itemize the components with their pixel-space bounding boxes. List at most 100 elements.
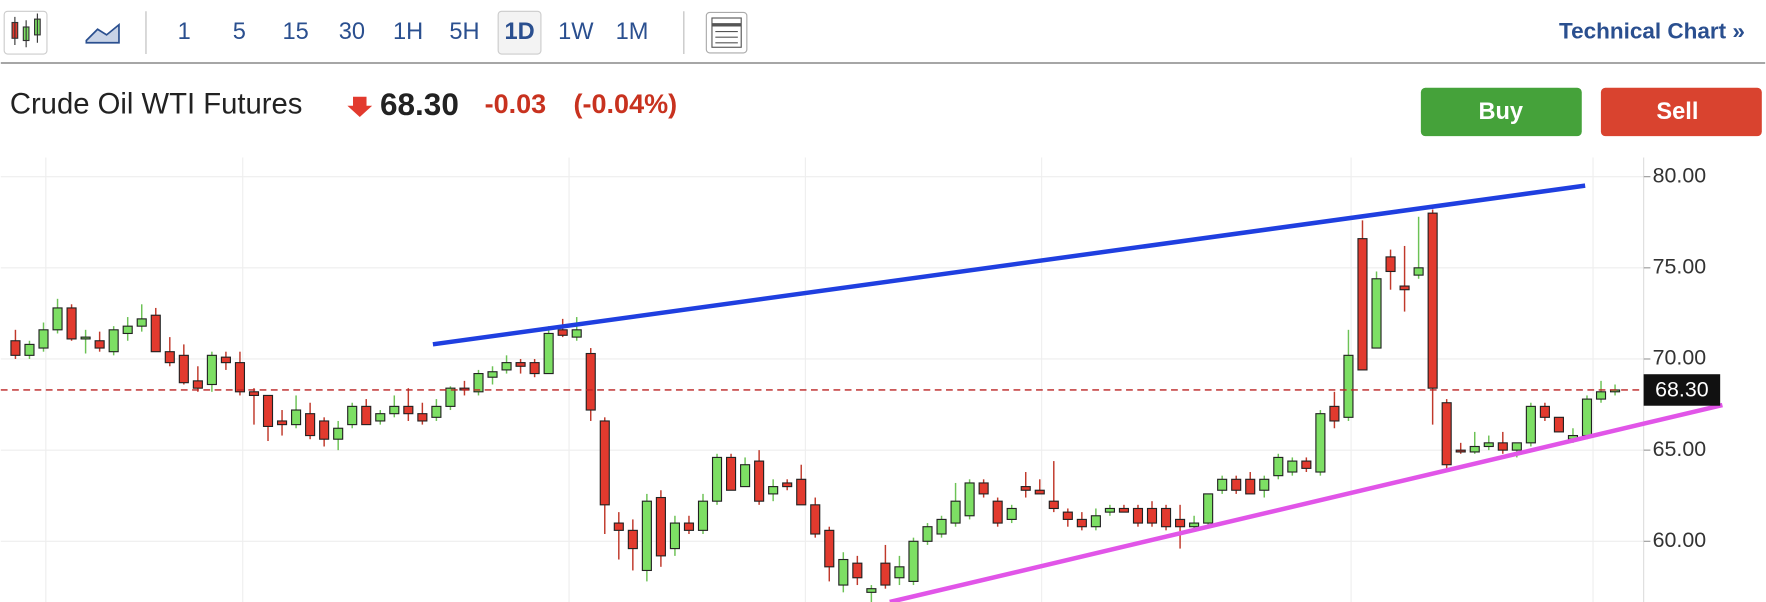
- candle-body: [52, 307, 63, 331]
- candle-body: [403, 405, 414, 415]
- y-tick-label: 70.00: [1653, 346, 1707, 370]
- candle-body: [375, 413, 386, 422]
- interval-button[interactable]: 30: [339, 19, 365, 45]
- candle-body: [305, 413, 316, 437]
- candle-body: [192, 380, 203, 389]
- candle-body: [501, 362, 512, 371]
- candle-body: [1203, 493, 1214, 524]
- interval-button[interactable]: 1W: [558, 19, 594, 45]
- candle-body: [1455, 449, 1466, 453]
- y-tick-label: 75.00: [1653, 254, 1707, 278]
- candle-body: [1301, 460, 1312, 469]
- candle-body: [1217, 478, 1228, 491]
- candle-body: [655, 496, 666, 557]
- candle-body: [936, 518, 947, 535]
- sell-button[interactable]: Sell: [1600, 87, 1762, 137]
- instrument-name: Crude Oil WTI Futures: [10, 89, 303, 121]
- y-tick-label: 80.00: [1653, 163, 1707, 187]
- candle-body: [1399, 285, 1410, 291]
- candle-body: [1427, 212, 1438, 389]
- candle-body: [1315, 413, 1326, 473]
- interval-button[interactable]: 1D: [504, 19, 534, 45]
- candle-body: [66, 307, 77, 340]
- candle-body: [136, 318, 147, 327]
- candle-body: [683, 522, 695, 531]
- candle-body: [122, 325, 133, 335]
- candle-body: [669, 522, 680, 550]
- last-price-box: [1643, 374, 1721, 406]
- candle-body: [824, 529, 835, 568]
- candle-body: [80, 336, 91, 340]
- interval-button[interactable]: 5H: [449, 19, 479, 45]
- interval-button[interactable]: 15: [282, 19, 308, 45]
- candle-body: [697, 500, 709, 531]
- candle-body: [543, 332, 554, 375]
- candle-body: [880, 562, 891, 586]
- candle-body: [220, 356, 231, 364]
- resistance-trendline: [432, 183, 1586, 347]
- candle-body: [627, 529, 638, 550]
- candle-body: [487, 371, 498, 378]
- interval-button[interactable]: 1: [178, 19, 191, 45]
- candle-body: [431, 405, 442, 418]
- interval-button[interactable]: 1H: [393, 19, 423, 45]
- line-icon[interactable]: [85, 22, 120, 44]
- candles-icon[interactable]: [3, 10, 48, 55]
- down-arrow: [347, 96, 373, 118]
- change-percent: (-0.04%): [574, 89, 678, 119]
- candle-body: [922, 526, 933, 542]
- candle-body: [571, 329, 582, 338]
- candle-body: [1090, 515, 1101, 528]
- candle-body: [94, 340, 105, 349]
- candle-body: [585, 352, 596, 411]
- sell-label[interactable]: Sell: [1656, 99, 1698, 125]
- layout-icon[interactable]: [705, 11, 748, 54]
- candle-body: [234, 362, 246, 393]
- candle-body: [361, 405, 372, 426]
- candle-body: [417, 413, 428, 422]
- candle-body: [178, 354, 189, 384]
- chart: 60.00 65.00 70.00 75.00 80.00 68.30: [0, 157, 1723, 602]
- candle-body: [754, 460, 765, 502]
- buy-label[interactable]: Buy: [1478, 99, 1523, 125]
- candle-body: [1048, 500, 1059, 510]
- interval-button[interactable]: 1M: [616, 19, 649, 45]
- candle-body: [529, 362, 540, 375]
- candle-body: [164, 351, 175, 364]
- candle-body: [108, 329, 119, 353]
- candle-body: [782, 482, 793, 488]
- candle-body: [1146, 507, 1158, 524]
- candle-body: [1006, 507, 1017, 520]
- candle-body: [964, 482, 975, 517]
- interval-selected: [497, 10, 542, 55]
- interval-button[interactable]: 5: [233, 19, 246, 45]
- candle-body: [248, 391, 260, 397]
- candle-body: [1259, 478, 1270, 491]
- technical-chart-link[interactable]: Technical Chart »: [1559, 19, 1745, 44]
- candle-body: [1287, 460, 1298, 473]
- candle-body: [852, 562, 863, 579]
- y-tick-label: 60.00: [1653, 528, 1707, 552]
- candle-body: [38, 329, 49, 349]
- candle-body: [894, 566, 905, 579]
- candle-body: [557, 329, 568, 336]
- candle-body: [206, 354, 217, 386]
- support-trendline: [889, 402, 1723, 602]
- candle-body: [1483, 442, 1494, 448]
- candle-body: [1329, 405, 1340, 422]
- candle-body: [599, 420, 610, 506]
- candle-body: [1273, 456, 1284, 477]
- candle-body: [1245, 478, 1256, 495]
- candle-body: [1441, 402, 1452, 466]
- candle-body: [1511, 442, 1522, 451]
- candle-body: [1076, 518, 1087, 528]
- buy-button[interactable]: Buy: [1420, 87, 1582, 137]
- candle-body: [319, 420, 330, 440]
- candle-body: [1595, 391, 1607, 400]
- candle-body: [1343, 354, 1354, 418]
- candle-body: [1132, 507, 1144, 524]
- candle-body: [1189, 522, 1200, 528]
- candle-body: [725, 456, 737, 491]
